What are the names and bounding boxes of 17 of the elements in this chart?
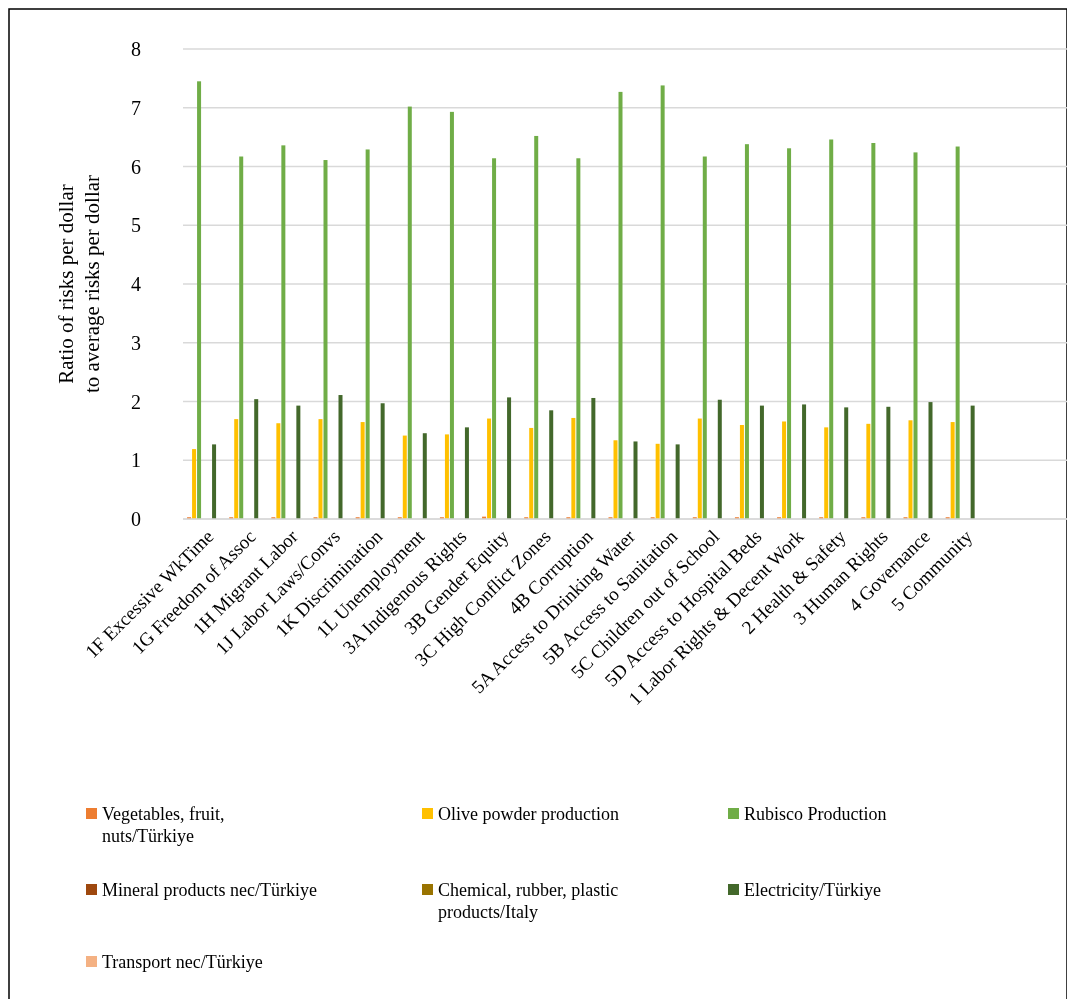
y-tick-label: 4 bbox=[131, 273, 141, 295]
legend-label: Chemical, rubber, plastic products/Italy bbox=[438, 880, 619, 922]
y-tick-label: 2 bbox=[131, 390, 141, 413]
y-tick-label: 3 bbox=[131, 331, 141, 354]
legend-label: Electricity/Türkiye bbox=[744, 880, 881, 901]
y-axis-title: Ratio of risks per dollar to average risks per dollar bbox=[54, 174, 104, 394]
y-tick-label: 0 bbox=[131, 508, 141, 530]
y-tick-label: 1 bbox=[131, 449, 141, 472]
y-tick-label: 8 bbox=[131, 38, 141, 60]
legend-label: Rubisco Production bbox=[744, 804, 887, 825]
legend-label: Transport nec/Türkiye bbox=[102, 952, 263, 973]
legend-label: Mineral products nec/Türkiye bbox=[102, 880, 317, 901]
y-tick-label: 5 bbox=[131, 214, 141, 237]
y-tick-label: 6 bbox=[131, 155, 141, 178]
legend-label: Olive powder production bbox=[438, 804, 619, 825]
y-tick-label: 7 bbox=[131, 96, 141, 119]
legend-label: Vegetables, fruit, nuts/Türkiye bbox=[102, 804, 225, 846]
